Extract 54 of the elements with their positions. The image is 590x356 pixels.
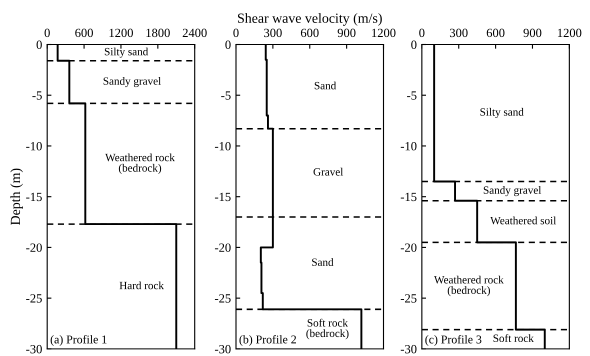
y-tick-label: -30 — [400, 344, 417, 354]
annotation: Weathered rock (bedrock) — [105, 153, 175, 174]
annotation: Gravel — [314, 168, 344, 176]
annotation: Hard rock — [120, 281, 164, 290]
y-tick-label: -30 — [26, 344, 42, 354]
x-tick-label: 900 — [524, 28, 542, 38]
annotation: (a) Profile 1 — [50, 335, 106, 346]
annotation: Silty sand — [104, 48, 148, 58]
y-tick-label: -5 — [407, 91, 416, 100]
x-tick-label: 0 — [233, 28, 239, 38]
x-tick-label: 900 — [338, 28, 356, 38]
y-tick-label: -5 — [221, 91, 231, 100]
y-tick-label: -10 — [400, 142, 417, 150]
y-tick-label: 0 — [411, 40, 417, 49]
x-tick-label: 0 — [44, 28, 50, 38]
x-tick-label: 0 — [419, 28, 424, 38]
x-axis-title: Shear wave velocity (m/s) — [238, 13, 382, 26]
y-tick-label: -30 — [214, 344, 231, 354]
y-tick-label: -25 — [26, 294, 42, 303]
x-tick-label: 300 — [450, 28, 468, 38]
annotation: Sand — [314, 82, 336, 90]
x-tick-label: 2400 — [182, 28, 207, 38]
annotation: Soft rock — [494, 334, 534, 342]
annotation: (c) Profile 3 — [425, 335, 482, 346]
annotation: Silty sand — [480, 108, 524, 118]
x-tick-label: 600 — [300, 28, 319, 38]
annotation: Soft rock (bedrock) — [306, 318, 349, 340]
x-tick-label: 300 — [264, 28, 282, 38]
annotation: Sand — [312, 258, 334, 266]
x-tick-label: 1200 — [558, 28, 582, 38]
y-tick-label: 0 — [36, 40, 42, 49]
y-tick-label: -15 — [26, 192, 42, 202]
x-tick-label: 1200 — [372, 28, 396, 38]
y-tick-label: -25 — [400, 294, 416, 303]
x-tick-label: 600 — [486, 28, 504, 38]
x-tick-label: 1200 — [110, 28, 133, 38]
y-tick-label: -10 — [214, 142, 231, 150]
y-tick-label: -10 — [26, 142, 42, 150]
y-tick-label: -15 — [400, 192, 416, 202]
y-tick-label: 0 — [225, 40, 231, 49]
annotation: Sandy gravel — [104, 76, 161, 88]
x-tick-label: 600 — [75, 28, 93, 38]
annotation: Weathered soil — [490, 216, 556, 224]
annotation: Weathered rock (bedrock) — [434, 276, 504, 296]
annotation: (b) Profile 2 — [239, 335, 296, 346]
x-tick-label: 1800 — [146, 28, 170, 38]
y-tick-label: -25 — [214, 294, 231, 303]
y-tick-label: -20 — [400, 243, 417, 252]
y-axis-title: Depth (m) — [10, 168, 23, 226]
y-tick-label: -15 — [214, 192, 231, 202]
annotation: Sandy gravel — [484, 186, 542, 196]
y-tick-label: -20 — [26, 243, 42, 252]
y-tick-label: -5 — [32, 91, 42, 100]
y-tick-label: -20 — [214, 243, 231, 252]
